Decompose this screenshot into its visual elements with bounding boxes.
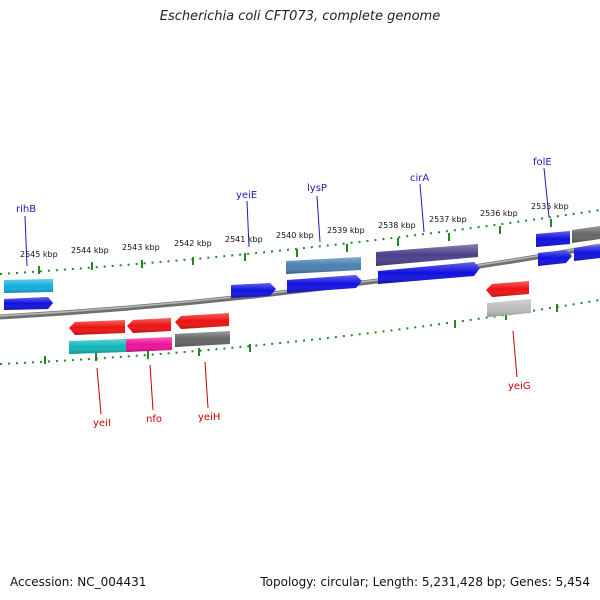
major-ticks-top (38, 219, 552, 274)
gene-yeiG[interactable] (486, 281, 531, 317)
gene-label-folE[interactable]: folE (533, 157, 552, 168)
gene-label-cirA[interactable]: cirA (410, 173, 429, 184)
gene-label-nfo[interactable]: nfo (146, 414, 162, 425)
topology-text: Topology: circular; Length: 5,231,428 bp… (260, 575, 590, 589)
tick-label: 2538 kbp (378, 221, 416, 230)
tick-label: 2545 kbp (20, 250, 58, 259)
gene-label-yeiE[interactable]: yeiE (236, 190, 257, 201)
gene-label-yeiG[interactable]: yeiG (508, 381, 531, 392)
major-ticks-bottom (44, 304, 558, 364)
gene-yeiH[interactable] (175, 313, 230, 347)
tick-labels: 2545 kbp 2544 kbp 2543 kbp 2542 kbp 2541… (20, 202, 569, 259)
gene-nfo[interactable] (126, 318, 172, 352)
map-title: Escherichia coli CFT073, complete genome (159, 9, 441, 24)
tick-label: 2542 kbp (174, 239, 212, 248)
tick-label: 2543 kbp (122, 243, 160, 252)
gene-folE[interactable] (536, 231, 572, 266)
gene-cirA[interactable] (376, 244, 480, 284)
gene-label-rihB[interactable]: rihB (16, 204, 36, 215)
tick-label: 2536 kbp (480, 209, 518, 218)
tick-label: 2544 kbp (71, 246, 109, 255)
gene-label-yeiI[interactable]: yeiI (93, 418, 111, 429)
tick-label: 2537 kbp (429, 215, 467, 224)
gene-lysP[interactable] (286, 257, 362, 293)
gene-adjacent-right[interactable] (572, 226, 600, 261)
tick-label: 2535 kbp (531, 202, 569, 211)
gene-rihB[interactable] (4, 279, 53, 310)
gene-label-lysP[interactable]: lysP (307, 183, 327, 194)
tick-label: 2539 kbp (327, 226, 365, 235)
label-lines-bottom (96, 330, 518, 415)
tick-label: 2540 kbp (276, 231, 314, 240)
gene-label-yeiH[interactable]: yeiH (198, 412, 220, 423)
gene-yeiE[interactable] (231, 283, 276, 298)
tick-label: 2541 kbp (225, 235, 263, 244)
gene-yeiI[interactable] (69, 320, 126, 354)
label-lines-top (24, 167, 550, 267)
accession-text: Accession: NC_004431 (10, 575, 147, 589)
